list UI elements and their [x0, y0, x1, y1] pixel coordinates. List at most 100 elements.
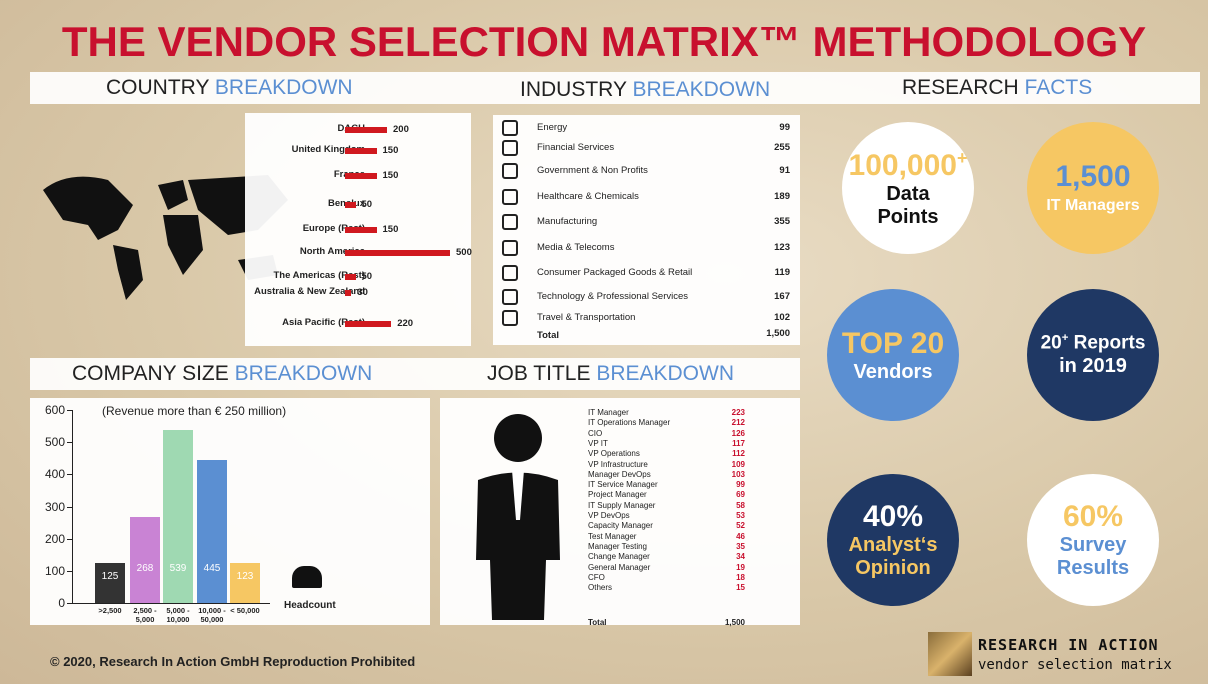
industry-name: Financial Services: [537, 142, 614, 153]
industry-icon: [502, 240, 518, 256]
industry-name: Government & Non Profits: [537, 165, 648, 176]
heading-blue: BREAKDOWN: [632, 78, 770, 101]
total-value: 1,500: [725, 618, 745, 627]
fact-circle: 40%Analyst‘s Opinion: [827, 474, 959, 606]
x-tick-label: >2,500: [91, 606, 129, 615]
job-value: 69: [736, 490, 745, 499]
job-value: 212: [732, 418, 745, 427]
job-value: 15: [736, 583, 745, 592]
job-title: General Manager: [588, 563, 650, 572]
industry-name: Energy: [537, 122, 567, 133]
tick-mark: [67, 507, 72, 508]
value-label: 539: [163, 563, 193, 574]
bar: [130, 517, 160, 603]
job-title: CFO: [588, 573, 605, 582]
company-size-panel: 0100200300400500600(Revenue more than € …: [30, 398, 430, 625]
job-value: 52: [736, 521, 745, 530]
country-heading: COUNTRY BREAKDOWN: [106, 76, 353, 100]
fact-big: 100,000+: [849, 148, 968, 183]
job-value: 34: [736, 552, 745, 561]
job-value: 223: [732, 408, 745, 417]
x-axis: [72, 603, 270, 604]
industry-value: 91: [779, 165, 790, 176]
job-value: 35: [736, 542, 745, 551]
copyright: © 2020, Research In Action GmbH Reproduc…: [50, 654, 415, 669]
industry-icon: [502, 140, 518, 156]
job-value: 103: [732, 470, 745, 479]
tick-mark: [67, 474, 72, 475]
job-value: 99: [736, 480, 745, 489]
value-label: 150: [383, 145, 399, 156]
industry-name: Healthcare & Chemicals: [537, 191, 639, 202]
fact-circle: 100,000+Data Points: [842, 122, 974, 254]
bar: [345, 227, 377, 233]
bar: [230, 563, 260, 603]
job-title: IT Supply Manager: [588, 501, 655, 510]
job-title: Capacity Manager: [588, 521, 653, 530]
bar: [345, 274, 356, 280]
fact-label: IT Managers: [1038, 194, 1148, 217]
heading-blue: BREAKDOWN: [596, 362, 734, 385]
bar: [345, 173, 377, 179]
industry-value: 102: [774, 312, 790, 323]
country-panel: DACH200United Kingdom150France150Benelux…: [245, 113, 471, 346]
fact-value: 1,500: [1055, 160, 1130, 193]
fact-sup: +: [957, 148, 968, 168]
logo-icon: [928, 632, 972, 676]
heading-dark: COUNTRY: [106, 76, 209, 99]
value-label: 150: [383, 170, 399, 181]
y-tick-label: 500: [45, 435, 65, 449]
bar: [345, 290, 351, 296]
y-tick-label: 600: [45, 403, 65, 417]
industry-name: Media & Telecoms: [537, 242, 614, 253]
industry-icon: [502, 214, 518, 230]
heading-blue: BREAKDOWN: [235, 362, 373, 385]
fact-label: Vendors: [838, 361, 948, 384]
job-value: 19: [736, 563, 745, 572]
bar: [345, 321, 391, 327]
y-tick-label: 400: [45, 467, 65, 481]
facts-heading: RESEARCH FACTS: [902, 76, 1092, 100]
industry-value: 119: [775, 267, 790, 278]
bar: [345, 202, 356, 208]
heading-blue: FACTS: [1025, 76, 1093, 99]
industry-icon: [502, 189, 518, 205]
job-value: 46: [736, 532, 745, 541]
job-value: 18: [736, 573, 745, 582]
industry-value: 99: [779, 122, 790, 133]
y-axis: [72, 410, 73, 603]
job-title: Others: [588, 583, 612, 592]
fact-big: TOP 20: [842, 327, 944, 361]
logo-subtitle: vendor selection matrix: [978, 657, 1172, 673]
industry-icon: [502, 120, 518, 136]
industry-icon: [502, 265, 518, 281]
total-label: Total: [588, 618, 607, 627]
fact-label: Survey Results: [1038, 534, 1148, 580]
industry-heading: INDUSTRY BREAKDOWN: [520, 78, 770, 102]
job-title: IT Manager: [588, 408, 629, 417]
industry-name: Consumer Packaged Goods & Retail: [537, 267, 692, 278]
fact-value: 20: [1041, 333, 1062, 354]
infographic: THE VENDOR SELECTION MATRIX™ METHODOLOGY…: [0, 0, 1208, 684]
industry-icon: [502, 289, 518, 305]
job-value: 117: [732, 439, 745, 448]
industry-name: Travel & Transportation: [537, 312, 635, 323]
bar: [197, 460, 227, 603]
bar: [345, 250, 450, 256]
axis-label: Headcount: [284, 600, 336, 611]
fact-label: Analyst‘s Opinion: [838, 534, 948, 580]
bar: [345, 148, 377, 154]
value-label: 268: [130, 563, 160, 574]
job-title: Change Manager: [588, 552, 650, 561]
person-icon: [468, 410, 568, 620]
x-tick-label: 5,000 - 10,000: [159, 606, 197, 624]
total-value: 1,500: [766, 328, 790, 339]
y-tick-label: 300: [45, 500, 65, 514]
industry-value: 123: [774, 242, 790, 253]
job-title: VP Infrastructure: [588, 460, 648, 469]
company-size-heading: COMPANY SIZE BREAKDOWN: [72, 362, 372, 386]
people-icon: [292, 566, 322, 588]
tick-mark: [67, 410, 72, 411]
job-value: 112: [732, 449, 745, 458]
job-title: Project Manager: [588, 490, 647, 499]
